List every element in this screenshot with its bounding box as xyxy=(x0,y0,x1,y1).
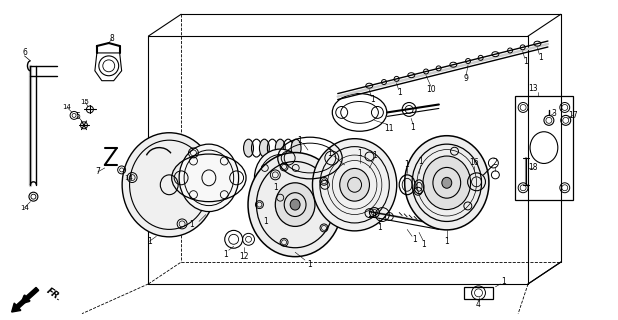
Text: 10: 10 xyxy=(426,85,436,94)
Text: 14: 14 xyxy=(20,204,29,211)
Text: 5: 5 xyxy=(75,112,80,121)
Text: 6: 6 xyxy=(22,48,27,57)
Ellipse shape xyxy=(260,139,269,157)
Text: 1: 1 xyxy=(263,217,268,226)
Text: 1: 1 xyxy=(444,237,449,246)
Ellipse shape xyxy=(442,177,452,188)
Ellipse shape xyxy=(275,183,315,227)
Text: 1: 1 xyxy=(501,277,506,286)
Text: 18: 18 xyxy=(528,164,538,172)
Text: 1: 1 xyxy=(328,148,332,157)
Ellipse shape xyxy=(313,139,397,231)
Text: 7: 7 xyxy=(95,167,100,176)
Text: 1: 1 xyxy=(357,148,362,157)
Text: 1: 1 xyxy=(273,183,277,192)
Text: 1: 1 xyxy=(404,160,408,170)
Ellipse shape xyxy=(423,156,470,210)
Text: 8: 8 xyxy=(109,34,114,43)
Ellipse shape xyxy=(405,136,489,230)
Ellipse shape xyxy=(248,153,342,257)
Ellipse shape xyxy=(275,139,286,157)
Text: 9: 9 xyxy=(464,74,468,83)
Text: 1: 1 xyxy=(397,88,402,97)
Text: 2: 2 xyxy=(493,158,497,167)
Text: 1: 1 xyxy=(538,53,543,62)
Text: 1: 1 xyxy=(523,57,528,66)
Text: 12: 12 xyxy=(239,252,248,261)
Text: 15: 15 xyxy=(80,99,90,105)
Text: 1: 1 xyxy=(421,240,426,249)
Text: 1: 1 xyxy=(190,220,195,229)
Text: 1: 1 xyxy=(418,157,423,166)
Ellipse shape xyxy=(122,133,216,237)
Bar xyxy=(515,96,573,200)
Text: 17: 17 xyxy=(568,111,577,120)
Text: 1: 1 xyxy=(370,95,375,104)
Text: 3: 3 xyxy=(551,109,556,118)
Ellipse shape xyxy=(255,149,306,207)
Text: 14: 14 xyxy=(62,104,72,110)
Text: 1: 1 xyxy=(372,150,377,160)
Text: 1: 1 xyxy=(298,136,302,145)
Bar xyxy=(464,287,493,299)
Text: 13: 13 xyxy=(528,84,538,93)
Ellipse shape xyxy=(340,168,370,201)
Text: 16: 16 xyxy=(468,158,478,167)
Text: 11: 11 xyxy=(384,124,394,133)
FancyArrow shape xyxy=(12,287,39,312)
Text: 14: 14 xyxy=(124,175,133,181)
Text: 4: 4 xyxy=(476,300,481,309)
Text: 1: 1 xyxy=(223,250,228,259)
Text: FR.: FR. xyxy=(44,286,63,303)
Text: 1: 1 xyxy=(410,123,415,132)
Ellipse shape xyxy=(179,144,239,212)
Ellipse shape xyxy=(243,139,253,157)
Text: 1: 1 xyxy=(308,260,312,268)
Ellipse shape xyxy=(291,139,301,157)
Text: 1: 1 xyxy=(377,223,382,232)
Ellipse shape xyxy=(290,199,300,210)
Text: 1: 1 xyxy=(412,235,417,244)
Text: 1: 1 xyxy=(147,237,152,246)
